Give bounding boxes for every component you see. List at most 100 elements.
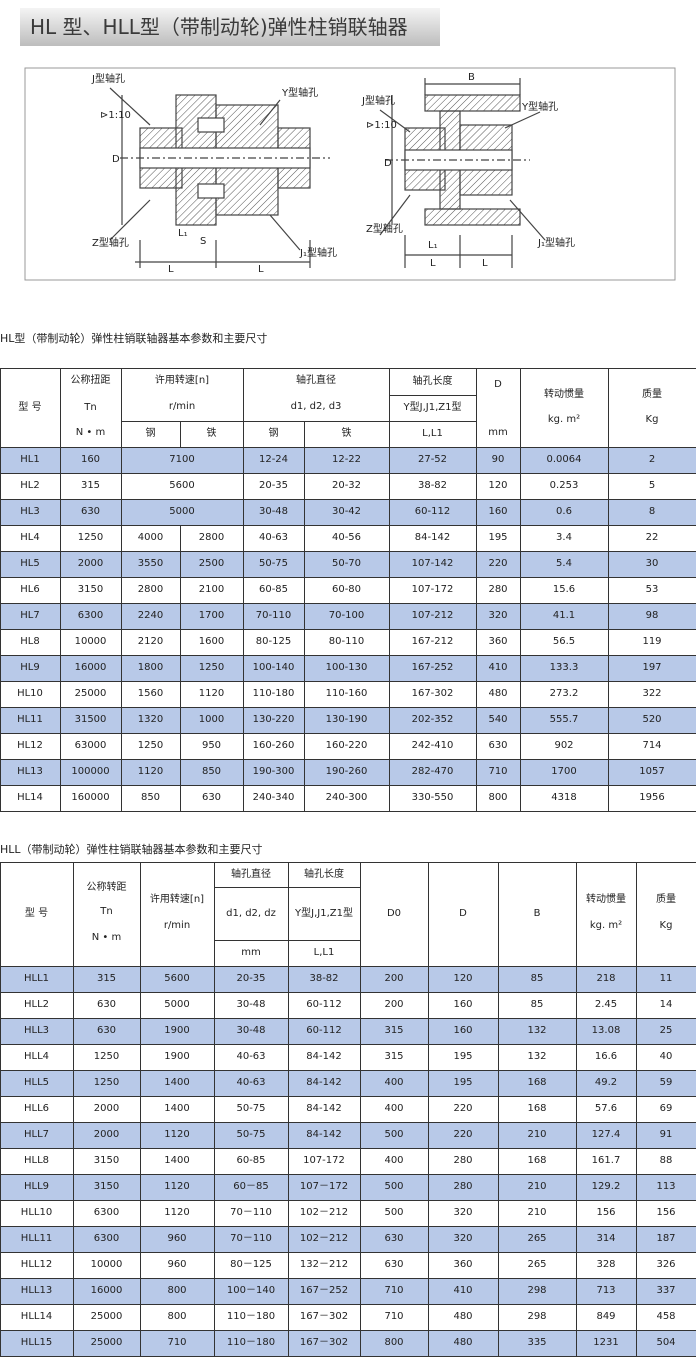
cell-text: 0.253: [549, 480, 579, 491]
cell-text: d1, d2, dz: [226, 907, 276, 919]
cell-text: HL14: [17, 792, 43, 803]
table-cell: [73, 862, 141, 967]
table-cell: [288, 940, 361, 967]
cell-text: 210: [527, 1129, 547, 1140]
table-cell: [288, 1278, 361, 1305]
cell-text: 107－172: [299, 1181, 349, 1192]
table-cell: [576, 1018, 637, 1045]
cell-text: 30-42: [331, 506, 362, 517]
cell-text: 320: [488, 610, 508, 621]
table-cell: [360, 1252, 429, 1279]
table-cell: [73, 1018, 141, 1045]
cell-text: 156: [656, 1207, 676, 1218]
cell-text: 3150: [77, 584, 104, 595]
cell-text: HL13: [17, 766, 43, 777]
table-cell: [428, 992, 499, 1019]
table-cell: [214, 1304, 289, 1331]
table-cell: [608, 368, 696, 448]
table-cell: [428, 862, 499, 967]
cell-text: 710: [384, 1311, 404, 1322]
cell-text: 2000: [77, 558, 104, 569]
cell-text: 1057: [639, 766, 665, 777]
diagram-label: L: [258, 264, 264, 275]
cell-text: 轴孔长度: [304, 868, 344, 880]
table-cell: [389, 603, 477, 630]
cell-text: 130-220: [252, 714, 295, 725]
cell-text: 许用转速[n]: [154, 375, 210, 386]
table-cell: [520, 525, 609, 552]
cell-text: 195: [488, 532, 508, 543]
cell-text: 6300: [77, 610, 104, 621]
cell-text: HL8: [20, 636, 40, 647]
table-cell: [608, 603, 696, 630]
cell-text: 80-110: [328, 636, 365, 647]
cell-text: 8: [648, 506, 656, 517]
cell-text: 190-300: [252, 766, 295, 777]
cell-text: 630: [488, 740, 508, 751]
cell-text: 1320: [137, 714, 164, 725]
cell-text: 2000: [93, 1129, 120, 1140]
cell-text: 218: [596, 973, 616, 984]
cell-text: 167－252: [299, 1285, 349, 1296]
cell-text: Tn: [84, 402, 97, 413]
table-cell: [636, 1226, 696, 1253]
cell-text: 84-142: [306, 1129, 342, 1140]
cell-text: 1250: [137, 740, 164, 751]
table-cell: [214, 1330, 289, 1357]
cell-text: 5000: [164, 999, 190, 1010]
table-cell: [360, 1174, 429, 1201]
cell-text: 200: [384, 973, 404, 984]
cell-text: 265: [527, 1259, 547, 1270]
cell-text: 20-35: [258, 480, 289, 491]
cell-text: 800: [167, 1285, 187, 1296]
table-cell: [576, 1304, 637, 1331]
cell-text: HLL10: [20, 1207, 53, 1218]
cell-text: 50-75: [236, 1129, 266, 1140]
cell-text: D: [494, 379, 502, 390]
table-cell: [0, 733, 61, 760]
cell-text: 133.3: [549, 662, 579, 673]
cell-text: 5.4: [556, 558, 572, 569]
table-cell: [180, 577, 244, 604]
table-cell: [73, 1122, 141, 1149]
table-cell: [180, 733, 244, 760]
cell-text: Y型J,J1,Z1型: [403, 402, 462, 413]
cell-text: 167-212: [411, 636, 454, 647]
table-caption: HL型（带制动轮）弹性柱销联轴器基本参数和主要尺寸: [0, 332, 268, 345]
table-cell: [360, 1044, 429, 1071]
table-cell: [73, 1278, 141, 1305]
diagram-label: L: [482, 258, 488, 269]
cell-text: 钢: [268, 428, 279, 439]
cell-text: 铁: [341, 428, 352, 439]
cell-text: 转动惯量: [586, 894, 626, 905]
cell-text: 85: [530, 973, 544, 984]
cell-text: 902: [554, 740, 574, 751]
cell-text: 60-85: [236, 1155, 266, 1166]
cell-text: 38-82: [417, 480, 448, 491]
table-cell: [608, 473, 696, 500]
cell-text: 107-172: [411, 584, 454, 595]
cell-text: HL10: [17, 688, 43, 699]
cell-text: 849: [596, 1311, 616, 1322]
cell-text: 315: [96, 973, 117, 984]
cell-text: 1700: [551, 766, 577, 777]
cell-text: 1250: [93, 1051, 120, 1062]
cell-text: 2000: [93, 1103, 120, 1114]
table-cell: [73, 1174, 141, 1201]
cell-text: 200: [384, 999, 404, 1010]
table-cell: [608, 759, 696, 786]
cell-text: 59: [659, 1077, 673, 1088]
cell-text: 265: [527, 1233, 547, 1244]
cell-text: 630: [96, 1025, 117, 1036]
table-cell: [121, 733, 181, 760]
cell-text: 320: [453, 1207, 473, 1218]
cell-text: 84-142: [306, 1103, 342, 1114]
cell-text: r/min: [168, 401, 196, 412]
cell-text: 5: [648, 480, 656, 491]
cell-text: 91: [659, 1129, 673, 1140]
cell-text: 100000: [71, 766, 110, 777]
cell-text: 2240: [137, 610, 164, 621]
cell-text: HL12: [17, 740, 43, 751]
cell-text: d1, d2, d3: [290, 401, 342, 412]
table-cell: [476, 499, 521, 526]
